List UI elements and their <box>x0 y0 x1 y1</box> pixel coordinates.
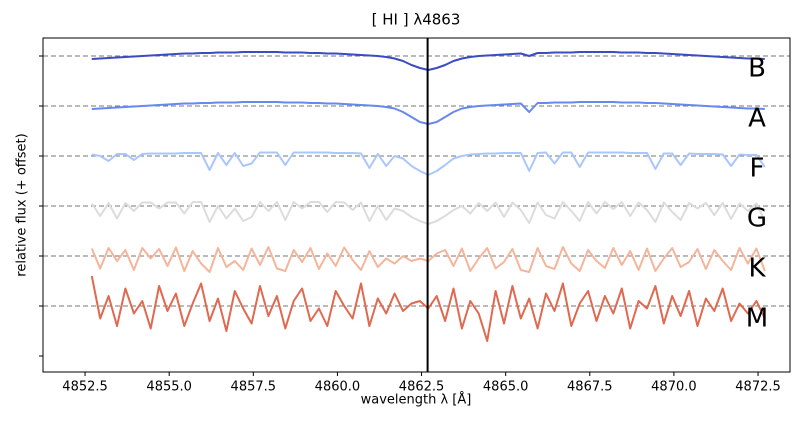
series-label: A <box>748 104 766 134</box>
x-tick-label: 4852.5 <box>62 380 108 395</box>
series-label: F <box>750 154 765 184</box>
x-tick-label: 4870.0 <box>651 380 697 395</box>
x-tick-label: 4857.5 <box>231 380 277 395</box>
series-label: K <box>748 254 766 284</box>
x-tick-label: 4867.5 <box>567 380 613 395</box>
series-label: B <box>748 54 766 84</box>
x-tick-label: 4865.0 <box>483 380 529 395</box>
series-label: G <box>747 204 767 234</box>
x-tick-label: 4862.5 <box>399 380 445 395</box>
x-tick-label: 4860.0 <box>315 380 361 395</box>
x-axis-label: wavelength λ [Å] <box>361 392 472 408</box>
plot-frame <box>42 37 791 373</box>
chart-title: [ HI ] λ4863 <box>372 11 461 29</box>
x-tick-label: 4872.5 <box>735 380 781 395</box>
x-tick-label: 4855.0 <box>146 380 192 395</box>
y-axis-label: relative flux (+ offset) <box>15 133 30 276</box>
series-label: M <box>746 304 768 334</box>
